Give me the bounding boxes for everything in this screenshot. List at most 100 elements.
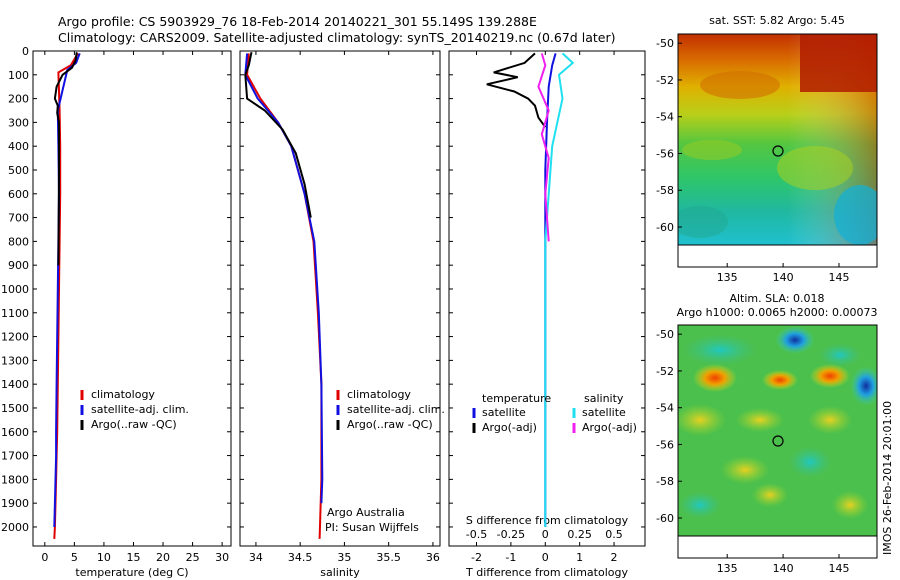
lat-tick-label: -52 [656, 365, 674, 378]
legend-label: Argo(..raw -QC) [347, 418, 433, 431]
s-diff-tick-label: 0.25 [567, 528, 592, 541]
sla-map-subtitle: Argo h1000: 0.0065 h2000: 0.00073 [677, 306, 878, 319]
legend-header-salinity: salinity [584, 392, 624, 405]
depth-tick-label: 600 [8, 188, 29, 201]
sst-lat-axis: -50 -52 -54 -56 -58 -60 [656, 37, 682, 234]
x-tick-label: 10 [97, 551, 111, 564]
x-tick-label: 35 [337, 551, 351, 564]
s-diff-tick-label: 0 [542, 528, 549, 541]
s-diff-tick-label: 0.5 [605, 528, 623, 541]
temperature-profile-panel: 0100200300400500600700800900100011001200… [1, 45, 232, 579]
sla-lon-axis: 135 140 145 [717, 554, 849, 575]
lon-tick-label: 140 [773, 271, 794, 284]
x-tick-label: 5 [71, 551, 78, 564]
depth-tick-label: 1600 [1, 426, 29, 439]
sla-map-image [678, 325, 877, 536]
depth-tick-label: 1800 [1, 473, 29, 486]
annotation-pi: PI: Susan Wijffels [325, 521, 419, 534]
sst-map-panel: sat. SST: 5.82 Argo: 5.45 -50-52-54-56-5… [656, 14, 878, 284]
lat-tick-label: -54 [656, 402, 674, 415]
annotation-institution: Argo Australia [327, 506, 405, 519]
lat-tick-label: -50 [656, 37, 674, 50]
x-axis-label: temperature (deg C) [75, 566, 188, 579]
salinity-profile-panel: 34 34.5 35 35.5 36 salinity climatology satelli… [239, 50, 445, 579]
plot-frame [32, 50, 232, 547]
depth-tick-label: 1100 [1, 307, 29, 320]
figure-title-line2: Climatology: CARS2009. Satellite-adjuste… [58, 30, 615, 45]
legend-label: satellite-adj. clim. [91, 403, 189, 416]
legend-label: climatology [347, 388, 411, 401]
depth-tick-label: 2000 [1, 521, 29, 534]
depth-tick-label: 500 [8, 164, 29, 177]
sst-map-title: sat. SST: 5.82 Argo: 5.45 [709, 14, 845, 27]
depth-tick-label: 200 [8, 93, 29, 106]
lon-tick-label: 135 [717, 271, 738, 284]
sla-map-title: Altim. SLA: 0.018 [729, 292, 824, 305]
depth-tick-label: 300 [8, 116, 29, 129]
series-line-satellite-adj-clim- [53, 53, 81, 528]
x-tick-label: 34 [249, 551, 263, 564]
depth-tick-label: 800 [8, 235, 29, 248]
x-tick-label: 34.5 [288, 551, 313, 564]
legend-label: climatology [91, 388, 155, 401]
x-tick-label: 0 [542, 551, 549, 564]
depth-tick-label: 1500 [1, 402, 29, 415]
s-diff-tick-label: -0.5 [466, 528, 487, 541]
legend-label: satellite [582, 406, 626, 419]
lat-tick-label: -58 [656, 475, 674, 488]
lat-tick-label: -58 [656, 184, 674, 197]
series-line-argo-raw-qc- [244, 51, 312, 218]
x-tick-label: 2 [611, 551, 618, 564]
depth-tick-label: 1400 [1, 378, 29, 391]
legend-label: Argo(..raw -QC) [91, 418, 177, 431]
sst-map-image [678, 34, 877, 245]
legend-label: satellite [482, 406, 526, 419]
x-axis-label: salinity [320, 566, 360, 579]
series-line-satellite-adj-clim- [244, 53, 324, 504]
lat-tick-label: -56 [656, 438, 674, 451]
s-diff-tick-label: -0.25 [497, 528, 525, 541]
lon-tick-label: 140 [773, 562, 794, 575]
lon-tick-label: 145 [828, 562, 849, 575]
depth-tick-label: 0 [22, 45, 29, 58]
depth-tick-label: 1200 [1, 331, 29, 344]
legend-label: satellite-adj. clim. [347, 403, 445, 416]
depth-tick-label: 900 [8, 259, 29, 272]
sst-lon-axis: 135 140 145 [717, 263, 849, 284]
x-tick-label: 36 [426, 551, 440, 564]
imos-timestamp: IMOS 26-Feb-2014 20:01:00 [881, 401, 894, 555]
figure-title-line1: Argo profile: CS 5903929_76 18-Feb-2014 … [58, 14, 537, 29]
sla-map-panel: Altim. SLA: 0.018 Argo h1000: 0.0065 h20… [656, 292, 878, 575]
depth-tick-label: 400 [8, 140, 29, 153]
difference-profile-panel: -2 -1 0 1 2 T difference from climatology -0.5… [448, 50, 646, 579]
legend-label: Argo(-adj) [482, 421, 537, 434]
depth-tick-label: 700 [8, 212, 29, 225]
x-tick-label: -1 [505, 551, 516, 564]
legend-label: Argo(-adj) [582, 421, 637, 434]
argo-location-marker-sst [772, 145, 784, 157]
lat-tick-label: -56 [656, 147, 674, 160]
lat-tick-label: -52 [656, 74, 674, 87]
depth-tick-label: 1700 [1, 450, 29, 463]
x-tick-label: 0 [41, 551, 48, 564]
depth-tick-label: 1000 [1, 283, 29, 296]
series-line-argo-raw-qc- [53, 52, 78, 266]
x-tick-label: -2 [471, 551, 482, 564]
x-tick-label: 25 [186, 551, 200, 564]
x-tick-label: 35.5 [376, 551, 401, 564]
lat-tick-label: -60 [656, 221, 674, 234]
lon-tick-label: 145 [828, 271, 849, 284]
series-line-satellite [544, 52, 575, 527]
series-line-argo-adj- [537, 53, 550, 242]
s-diff-axis-label: S difference from climatology [466, 514, 629, 527]
depth-tick-label: 1900 [1, 497, 29, 510]
lat-tick-label: -54 [656, 111, 674, 124]
plot-frame [239, 50, 441, 547]
x-tick-label: 1 [576, 551, 583, 564]
argo-location-marker-sla [772, 435, 784, 447]
lon-tick-label: 135 [717, 562, 738, 575]
depth-tick-label: 1300 [1, 354, 29, 367]
series-line-argo-adj- [486, 52, 547, 128]
sla-lat-axis: -50 -52 -54 -56 -58 -60 [656, 328, 682, 525]
